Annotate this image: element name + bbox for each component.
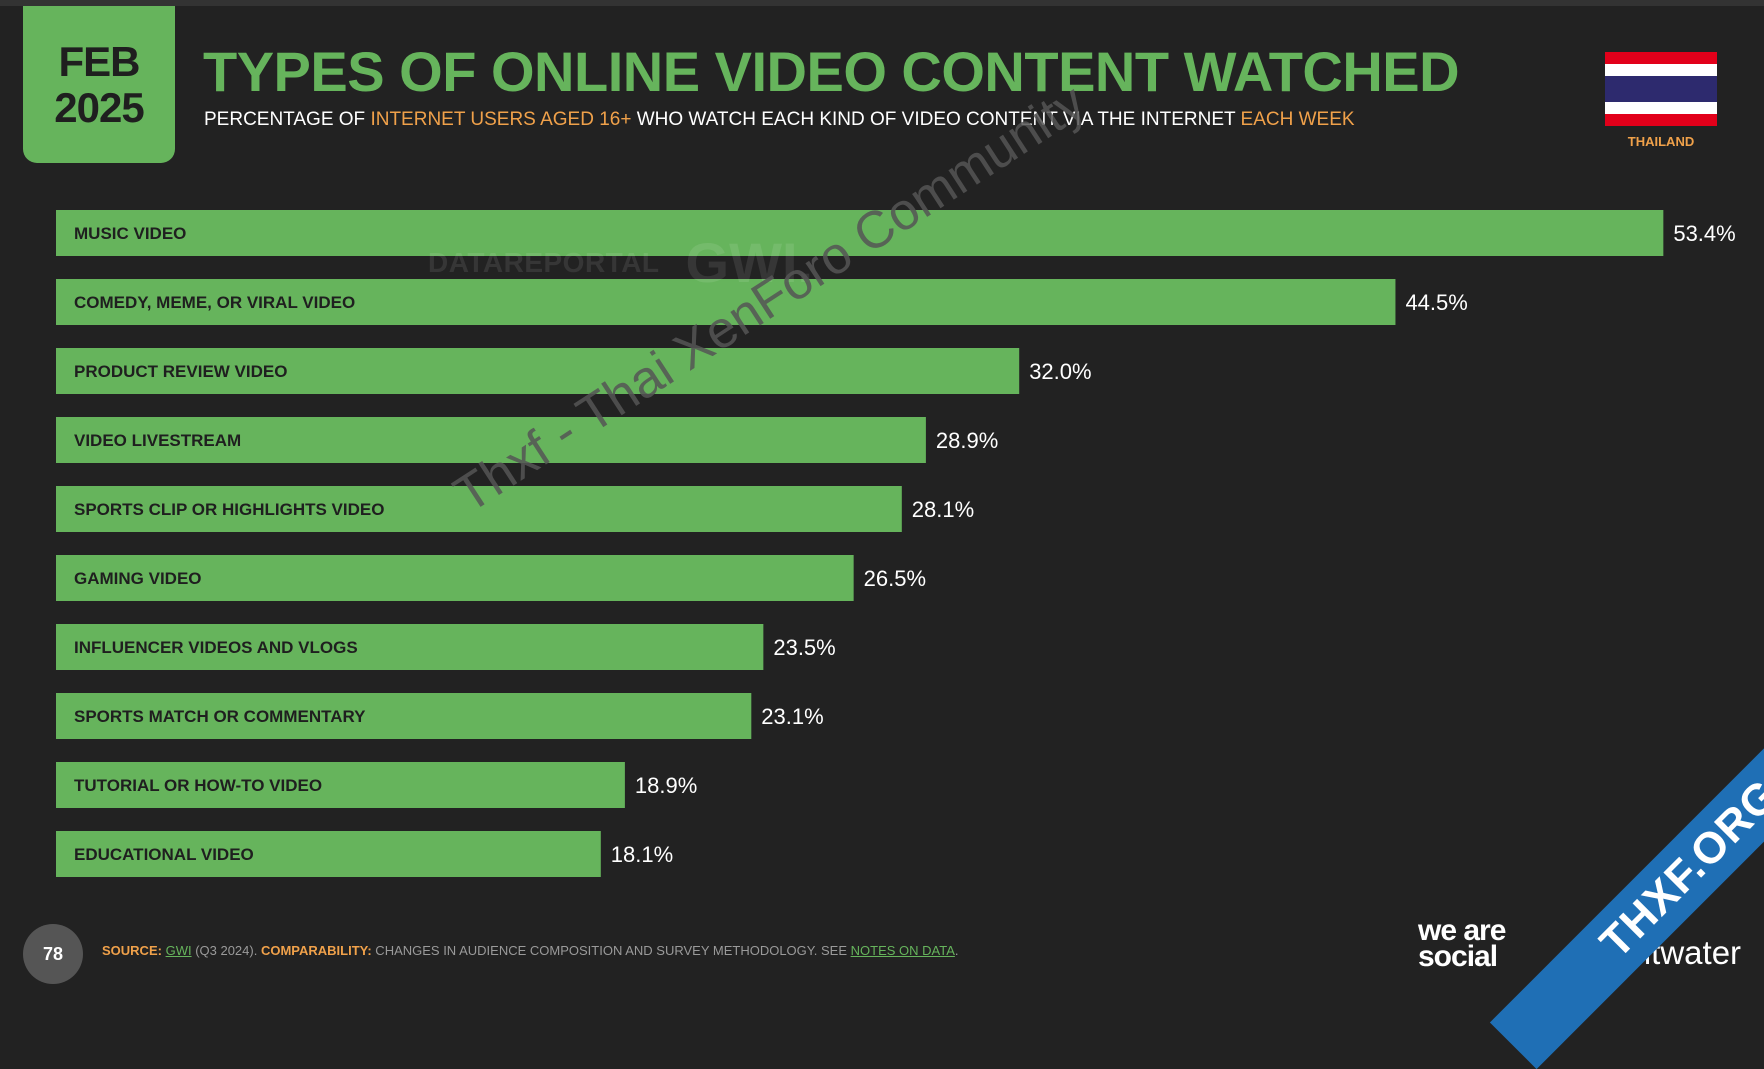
category-label: SPORTS CLIP OR HIGHLIGHTS VIDEO [74, 500, 384, 519]
flag-stripe [1605, 76, 1717, 102]
category-label: EDUCATIONAL VIDEO [74, 845, 254, 864]
value-label: 44.5% [1405, 290, 1467, 315]
subtitle-part-1: PERCENTAGE OF [204, 109, 371, 130]
thailand-flag-icon [1605, 52, 1717, 126]
source-note: SOURCE: GWI (Q3 2024). COMPARABILITY: CH… [102, 943, 959, 958]
notes-end: . [954, 943, 959, 958]
bar [56, 417, 926, 463]
comparability-label: COMPARABILITY: [260, 943, 372, 958]
value-label: 23.1% [761, 704, 823, 729]
page-number: 78 [23, 924, 83, 984]
bar-chart: MUSIC VIDEO 53.4% COMEDY, MEME, OR VIRAL V… [56, 210, 1736, 877]
value-label: 18.1% [611, 842, 673, 867]
subtitle-highlight-audience: INTERNET USERS AGED 16+ [370, 109, 632, 130]
top-rule [0, 0, 1764, 6]
value-label: 23.5% [773, 635, 835, 660]
category-label: GAMING VIDEO [74, 569, 202, 588]
bar [56, 831, 601, 877]
bar [56, 279, 1396, 325]
datareportal-watermark: DATAREPORTAL [428, 246, 660, 278]
value-label: 32.0% [1029, 359, 1091, 384]
flag-stripe [1605, 64, 1717, 76]
value-label: 26.5% [864, 566, 926, 591]
category-label: TUTORIAL OR HOW-TO VIDEO [74, 776, 322, 795]
comparability-text: CHANGES IN AUDIENCE COMPOSITION AND SURV… [371, 943, 851, 958]
chart-title: TYPES OF ONLINE VIDEO CONTENT WATCHED [203, 40, 1460, 103]
bar [56, 762, 625, 808]
category-label: COMEDY, MEME, OR VIRAL VIDEO [74, 293, 355, 312]
category-label: VIDEO LIVESTREAM [74, 431, 241, 450]
category-label: INFLUENCER VIDEOS AND VLOGS [74, 638, 358, 657]
source-link[interactable]: GWI [165, 943, 192, 958]
bar [56, 693, 752, 739]
flag-stripe [1605, 114, 1717, 126]
category-label: SPORTS MATCH OR COMMENTARY [74, 707, 366, 726]
value-label: 18.9% [635, 773, 697, 798]
date-month: FEB [58, 37, 141, 85]
brand-watermark: DATAREPORTAL GWI. [428, 230, 813, 295]
bar [56, 624, 764, 670]
value-label: 28.1% [912, 497, 974, 522]
chart-subtitle: PERCENTAGE OF INTERNET USERS AGED 16+ WH… [204, 107, 1355, 133]
we-are-social-logo: we are social [1418, 914, 1506, 973]
source-label: SOURCE: [102, 943, 162, 958]
bar [56, 210, 1664, 256]
bar [56, 348, 1020, 394]
country-label: THAILAND [1627, 134, 1695, 149]
flag-stripe [1605, 52, 1717, 64]
date-year: 2025 [54, 83, 144, 131]
category-label: MUSIC VIDEO [74, 224, 186, 243]
bar [56, 486, 902, 532]
flag-stripe [1605, 102, 1717, 114]
bar [56, 555, 854, 601]
subtitle-part-3: WHO WATCH EACH KIND OF VIDEO CONTENT VIA… [631, 109, 1241, 130]
notes-on-data-link[interactable]: NOTES ON DATA [850, 943, 955, 958]
gwi-watermark: GWI. [685, 231, 814, 294]
subtitle-highlight-frequency: EACH WEEK [1240, 109, 1355, 130]
value-label: 28.9% [936, 428, 998, 453]
date-badge: FEB 2025 [23, 6, 175, 163]
source-detail: (Q3 2024). [191, 943, 261, 958]
category-label: PRODUCT REVIEW VIDEO [74, 362, 287, 381]
value-label: 53.4% [1673, 221, 1735, 246]
